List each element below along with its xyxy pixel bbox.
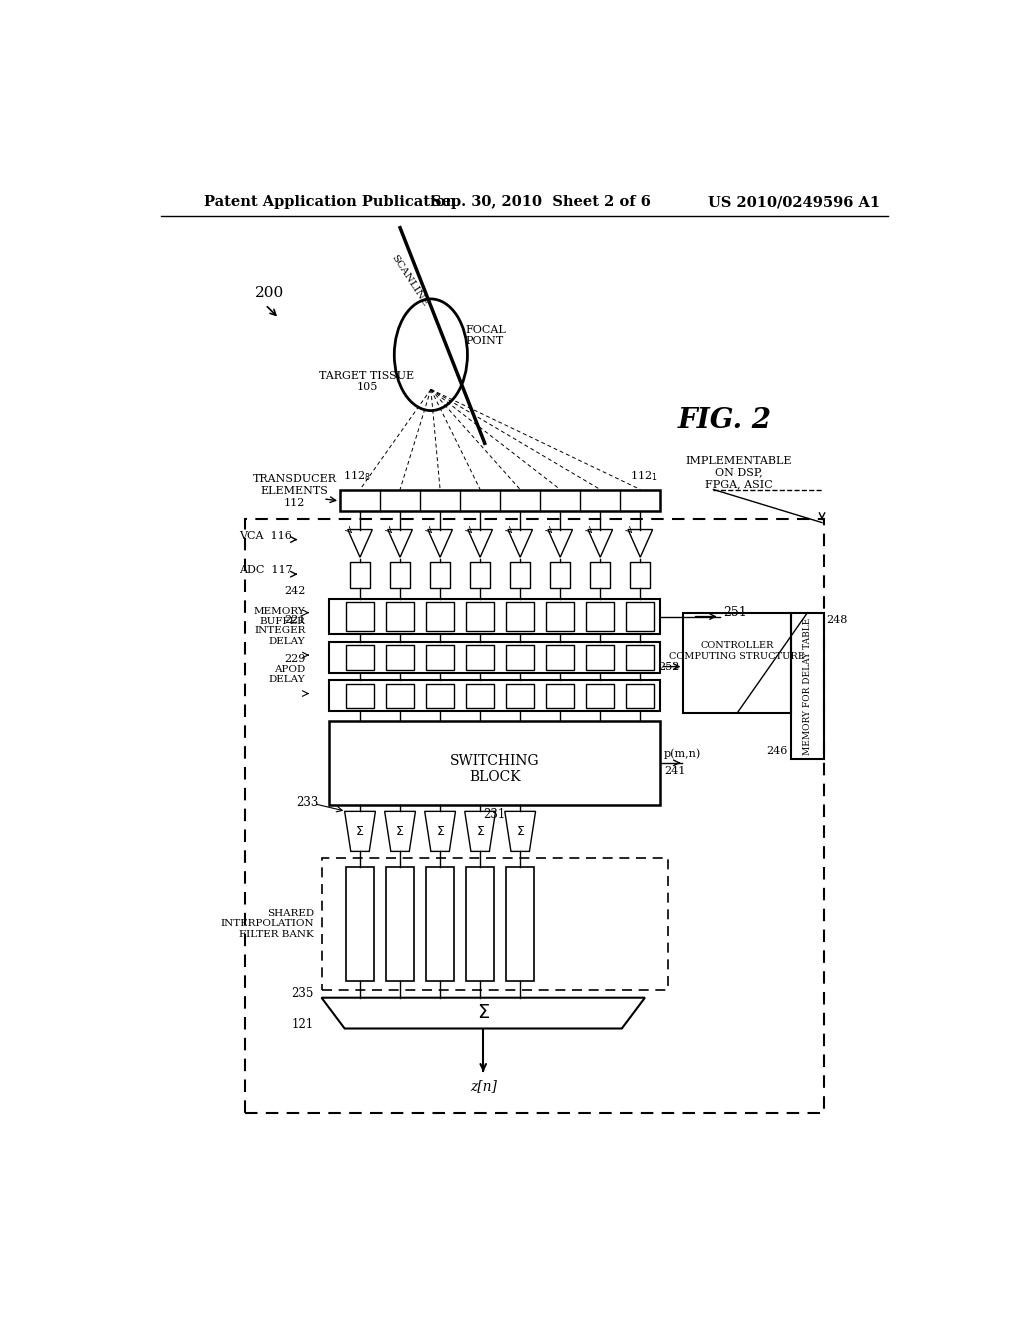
Text: FIG. 2: FIG. 2 [677,407,771,434]
Bar [627,602,654,631]
Text: 112$_1$: 112$_1$ [630,469,657,483]
Bar [587,684,614,708]
Text: 200: 200 [255,286,285,300]
Text: FOCAL
POINT: FOCAL POINT [466,325,506,346]
Text: APOD
DELAY: APOD DELAY [268,664,305,684]
Text: $\Sigma$: $\Sigma$ [516,825,524,838]
Bar [350,562,370,589]
Bar [510,562,530,589]
Text: 241: 241 [665,766,685,776]
Bar [330,721,660,805]
Text: Sep. 30, 2010  Sheet 2 of 6: Sep. 30, 2010 Sheet 2 of 6 [431,195,650,210]
Text: IMPLEMENTABLE
ON DSP,
FPGA, ASIC: IMPLEMENTABLE ON DSP, FPGA, ASIC [686,455,793,490]
Text: $\Sigma$: $\Sigma$ [355,825,365,838]
Bar [346,867,374,981]
Bar [683,612,792,713]
Text: $\Sigma$: $\Sigma$ [477,1005,489,1022]
Text: SCANLINE: SCANLINE [389,252,429,308]
Bar [426,645,454,669]
Text: US 2010/0249596 A1: US 2010/0249596 A1 [708,195,881,210]
Text: TARGET TISSUE
105: TARGET TISSUE 105 [319,371,415,392]
Text: $\Sigma$: $\Sigma$ [435,825,444,838]
Text: $\Sigma$: $\Sigma$ [475,825,484,838]
Text: MEMORY
BUFFER: MEMORY BUFFER [254,607,305,626]
Bar [627,645,654,669]
Bar [631,562,650,589]
Bar [386,602,414,631]
Text: 242: 242 [284,586,305,597]
Bar [346,602,374,631]
Bar [547,602,574,631]
Text: 248: 248 [826,615,847,626]
Bar [386,867,414,981]
Text: 233: 233 [296,796,318,809]
Text: INTEGER
DELAY: INTEGER DELAY [254,626,305,645]
Bar [322,858,668,990]
Bar [426,684,454,708]
Bar [587,602,614,631]
Text: 121: 121 [292,1018,313,1031]
Bar [340,490,660,511]
Bar [506,602,535,631]
Bar [470,562,490,589]
Bar [386,684,414,708]
Text: TRANSDUCER
ELEMENTS
112: TRANSDUCER ELEMENTS 112 [253,474,337,508]
Bar [587,645,614,669]
Bar [506,645,535,669]
Text: SWITCHING
BLOCK: SWITCHING BLOCK [450,754,540,784]
Bar [330,642,660,673]
Text: 231: 231 [483,808,506,821]
Text: $\Sigma$: $\Sigma$ [395,825,404,838]
Bar [466,602,494,631]
Text: CONTROLLER
COMPUTING STRUCTURE: CONTROLLER COMPUTING STRUCTURE [670,642,805,661]
Text: 229: 229 [284,653,305,664]
Text: MEMORY FOR DELAY TABLE: MEMORY FOR DELAY TABLE [803,618,812,755]
Bar [346,645,374,669]
Bar [466,684,494,708]
Bar [547,645,574,669]
Bar [386,645,414,669]
Bar [550,562,570,589]
Text: p(m,n): p(m,n) [665,748,701,759]
Text: 221: 221 [284,615,305,626]
Text: z[n]: z[n] [470,1080,497,1093]
Text: 112$_8$: 112$_8$ [343,469,371,483]
Text: Patent Application Publication: Patent Application Publication [204,195,456,210]
Bar [390,562,410,589]
Text: 251: 251 [724,606,748,619]
Bar [330,599,660,635]
Text: ADC  117: ADC 117 [239,565,292,576]
Bar [430,562,451,589]
Bar [426,602,454,631]
Text: SHARED
INTERPOLATION
FILTER BANK: SHARED INTERPOLATION FILTER BANK [220,909,313,939]
Text: VCA  116: VCA 116 [240,531,292,541]
Bar [466,645,494,669]
Bar [627,684,654,708]
Bar [466,867,494,981]
Text: 246: 246 [766,746,787,756]
Bar [245,519,823,1113]
Bar [506,684,535,708]
Bar [547,684,574,708]
Bar [506,867,535,981]
Text: 252: 252 [658,661,680,672]
Bar [330,681,660,711]
Bar [346,684,374,708]
Bar [792,612,823,759]
Bar [590,562,610,589]
Text: 235: 235 [292,987,313,1001]
Bar [426,867,454,981]
